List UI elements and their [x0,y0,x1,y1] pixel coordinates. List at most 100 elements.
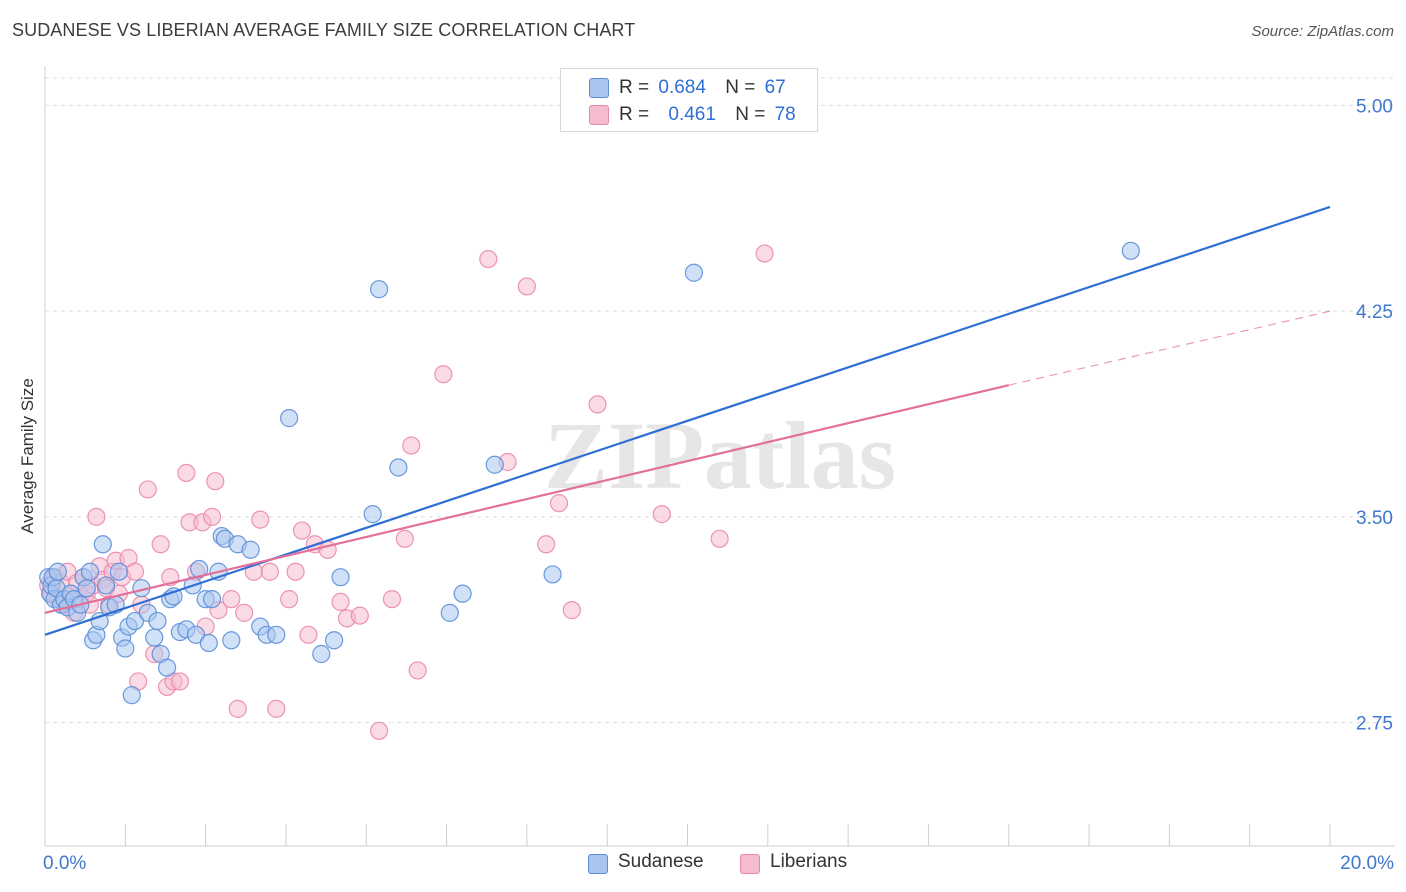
liberian-point [251,510,270,529]
chart-title: SUDANESE VS LIBERIAN AVERAGE FAMILY SIZE… [12,20,636,40]
sudanese-point [485,455,504,474]
tick-labels: 2.75 3.50 4.25 5.00 0.0% 20.0% [43,96,1394,874]
sudanese-point [1121,241,1140,260]
stats-row-sudanese: R = 0.684 N = 67 [619,77,786,103]
liberian-point [292,521,312,540]
y-tick-label: 3.50 [1356,508,1393,529]
liberian-point [562,601,581,620]
liberian-point [517,277,536,296]
y-tick-label: 4.25 [1356,302,1393,323]
liberian-trend-line [44,384,1010,614]
liberian-point [151,535,170,554]
liberian-point [370,721,389,740]
sudanese-point [280,409,299,428]
x-tick-label: 20.0% [1340,853,1394,874]
sudanese-point [389,458,408,477]
sudanese-point [48,562,67,581]
sudanese-point [90,611,109,631]
n-value: 67 [764,77,786,98]
sudanese-point [543,565,562,584]
axes [44,66,1395,847]
sudanese-point [202,590,222,609]
sudanese-point [363,505,382,524]
watermark: ZIPatlas [544,402,896,509]
liberian-point [87,507,106,526]
y-tick-label: 5.00 [1356,96,1393,117]
r-label: R = [619,77,650,98]
source-label: Source: ZipAtlas.com [1251,23,1394,40]
liberian-trend-extension [1008,310,1331,386]
liberian-point [177,463,196,483]
liberian-point [202,507,222,526]
sudanese-point [148,611,167,631]
trend-lines [44,205,1331,636]
liberian-point [479,249,498,269]
sudanese-point [267,625,286,644]
sudanese-point [199,633,218,653]
legend-label: Sudanese [618,851,704,872]
sudanese-point [80,562,100,581]
sudanese-trend-line [44,205,1331,636]
liberian-point [537,535,556,554]
n-value: 78 [774,104,796,125]
sudanese-point [164,587,183,606]
sudanese-legend-swatch [588,854,608,874]
liberians-swatch [589,105,609,125]
liberian-point [299,625,318,644]
liberian-point [170,672,190,691]
stats-legend-box: R = 0.684 N = 67 R = 0.461 N = 78 [560,68,818,132]
sudanese-point [93,535,112,554]
legend-label: Liberians [770,851,848,872]
sudanese-point [109,562,128,581]
liberian-point [588,395,607,414]
stats-row-liberians: R = 0.461 N = 78 [619,104,796,130]
sudanese-point [684,263,704,282]
liberian-point [408,661,427,680]
sudanese-point [77,579,96,598]
legend-item-liberians[interactable]: Liberians [740,851,847,877]
legend-item-sudanese[interactable]: Sudanese [588,851,704,877]
liberian-point [350,606,369,625]
liberian-point [125,562,145,581]
liberian-point [280,590,299,609]
sudanese-point [222,631,241,650]
grid [45,77,1395,724]
liberian-point [138,480,157,499]
liberians-legend-swatch [740,854,760,874]
liberian-point [382,590,402,609]
sudanese-point [116,639,135,658]
r-value: 0.684 [658,77,706,98]
sudanese-point [370,280,389,299]
liberian-point [286,562,305,581]
liberian-point [434,365,453,384]
sudanese-point [157,658,177,677]
n-label: N = [725,77,756,98]
sudanese-point [453,584,472,603]
y-tick-label: 2.75 [1356,714,1393,735]
liberian-point [755,244,774,263]
liberian-point [710,529,729,548]
sudanese-point [96,576,116,595]
n-label: N = [735,104,766,125]
sudanese-point [312,644,331,664]
liberian-point [549,494,569,513]
liberian-point [206,472,225,491]
x-tick-label: 0.0% [43,853,86,874]
sudanese-point [122,686,141,705]
sudanese-point [186,625,206,644]
y-axis-title: Average Family Size [18,378,37,534]
liberian-point [235,603,254,622]
liberian-point [260,562,279,581]
sudanese-point [125,611,145,631]
liberian-point [267,699,286,718]
r-label: R = [619,104,650,125]
sudanese-point [241,540,260,559]
sudanese-point [331,568,350,587]
liberian-point [331,592,350,611]
sudanese-point [440,603,459,622]
sudanese-point [145,628,164,647]
liberian-point [402,436,421,455]
sudanese-point [325,631,344,650]
liberian-point [222,590,241,609]
